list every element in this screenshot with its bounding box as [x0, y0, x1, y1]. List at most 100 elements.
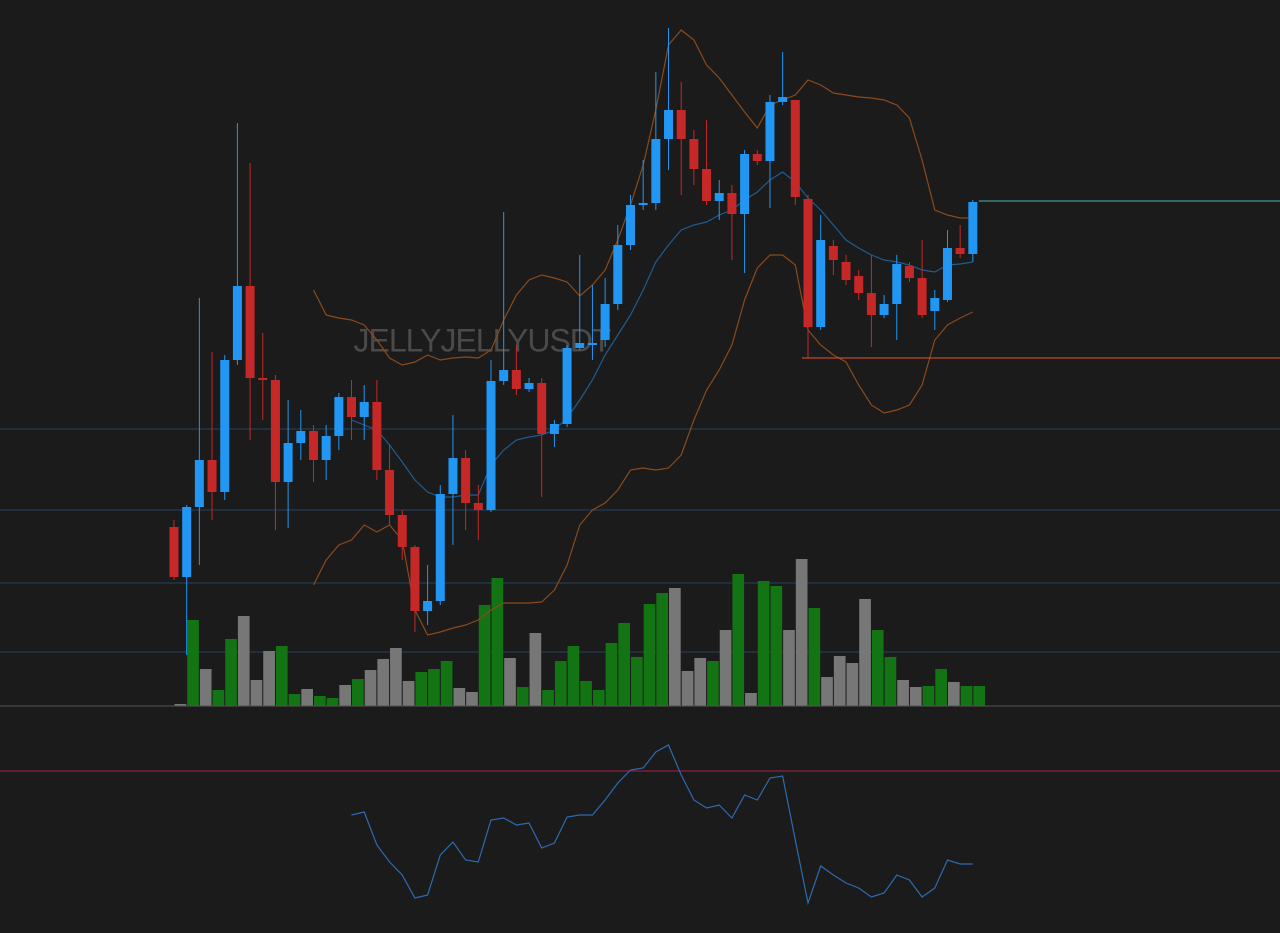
candle-body — [714, 193, 724, 201]
candle-body — [245, 286, 255, 378]
volume-bar — [478, 605, 491, 706]
volume-bar — [212, 690, 225, 706]
volume-bar — [187, 620, 199, 706]
volume-bar — [669, 588, 681, 706]
candle-body — [752, 154, 762, 161]
candle-body — [664, 110, 674, 139]
volume-bar — [618, 623, 630, 706]
candle-body — [587, 343, 597, 345]
volume-bar — [174, 704, 187, 706]
volume-bar — [643, 604, 656, 706]
volume-bar — [732, 574, 745, 706]
candle-body — [702, 169, 712, 201]
candle-body — [930, 298, 940, 311]
candle-body — [435, 494, 445, 601]
candle-body — [486, 381, 496, 510]
candle-body — [296, 431, 306, 443]
candle-body — [727, 193, 737, 214]
candle-body — [790, 100, 800, 197]
candle-body — [321, 436, 331, 460]
volume-bar — [770, 586, 783, 706]
volume-bar — [275, 646, 288, 706]
volume-bar — [833, 656, 846, 706]
candle-body — [423, 601, 433, 611]
volume-bar — [656, 593, 669, 706]
volume-bar — [199, 669, 212, 706]
candle-body — [283, 443, 293, 482]
candle-body — [258, 378, 268, 380]
volume-bar — [707, 661, 719, 706]
candle-body — [613, 245, 623, 304]
volume-bar — [554, 661, 567, 706]
volume-bar — [605, 643, 618, 706]
candle-body — [207, 460, 217, 492]
volume-bar — [808, 608, 821, 706]
volume-bar — [491, 578, 504, 706]
volume-bar — [313, 696, 326, 706]
volume-bar — [326, 698, 339, 706]
volume-bar — [973, 686, 986, 706]
volume-bar — [364, 670, 377, 706]
candle-body — [410, 547, 420, 611]
watermark: JELLYJELLYUSDT — [354, 322, 611, 358]
candle-body — [537, 383, 547, 434]
volume-bar — [402, 681, 415, 706]
volume-bar — [390, 648, 402, 706]
candle-body — [625, 205, 635, 245]
volume-bar — [288, 694, 301, 706]
volume-bar — [466, 692, 478, 706]
candle-body — [841, 262, 851, 280]
candle-body — [549, 424, 559, 434]
candle-body — [461, 458, 471, 503]
candle-body — [359, 402, 369, 417]
candle-body — [220, 360, 230, 492]
volume-bar — [225, 639, 237, 706]
volume-bar — [453, 688, 466, 706]
candle-body — [182, 507, 192, 577]
candle-body — [765, 102, 775, 161]
candle-body — [372, 402, 382, 470]
volume-bar — [542, 690, 554, 706]
volume-bar — [339, 685, 352, 706]
volume-bar — [567, 646, 580, 706]
candle-body — [904, 266, 914, 278]
volume-bar — [783, 630, 795, 706]
candle-body — [866, 293, 876, 315]
candle-body — [347, 397, 357, 417]
volume-bar — [897, 680, 909, 706]
candle-body — [638, 203, 648, 205]
candle-body — [778, 97, 788, 102]
volume-bar — [871, 630, 884, 706]
candle-body — [828, 246, 838, 260]
volume-bar — [529, 633, 542, 706]
candle-body — [511, 370, 521, 389]
candle-body — [524, 383, 534, 389]
volume-bar — [821, 677, 833, 706]
volume-bar — [884, 657, 897, 706]
candle-body — [448, 458, 458, 494]
candle-body — [740, 154, 750, 214]
volume-bar — [250, 680, 263, 706]
candle-body — [232, 286, 242, 360]
candle-body — [816, 240, 826, 327]
rsi-line — [351, 744, 973, 906]
candle-body — [942, 248, 952, 300]
candle-body — [917, 278, 927, 315]
volume-bar — [377, 659, 390, 706]
candle-body — [879, 304, 889, 315]
volume-bar — [237, 616, 250, 706]
candle-body — [600, 304, 610, 340]
volume-bar — [859, 599, 871, 706]
volume-bar — [922, 686, 935, 706]
candle-body — [473, 503, 483, 510]
candle-body — [308, 431, 318, 460]
volume-bar — [745, 693, 757, 706]
volume-bar — [440, 661, 453, 706]
volume-bar — [757, 581, 770, 706]
volume-bar — [516, 687, 529, 706]
candle-body — [676, 110, 686, 139]
candle-body — [575, 343, 585, 348]
volume-bar — [719, 630, 732, 706]
